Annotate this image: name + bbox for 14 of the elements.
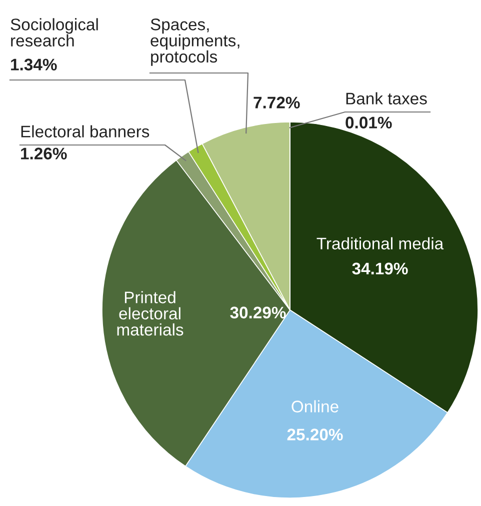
slice-label: Spaces, equipments, protocols <box>150 18 240 66</box>
data-label: 34.19% <box>352 262 408 274</box>
data-label: 0.01% <box>346 116 392 128</box>
slice-label: Sociological research <box>10 18 98 47</box>
slice-label: Printed electoral materials <box>117 291 184 336</box>
data-label: 1.26% <box>21 148 67 160</box>
data-label: 25.20% <box>287 428 343 440</box>
data-label: 1.34% <box>11 58 57 70</box>
slice-label: Bank taxes <box>346 92 427 104</box>
data-label: 30.29% <box>230 306 286 318</box>
slice-label: Electoral banners <box>21 125 150 138</box>
data-label: 7.72% <box>254 96 300 108</box>
slice-label: Traditional media <box>316 237 444 250</box>
slice-label: Online <box>292 400 338 412</box>
